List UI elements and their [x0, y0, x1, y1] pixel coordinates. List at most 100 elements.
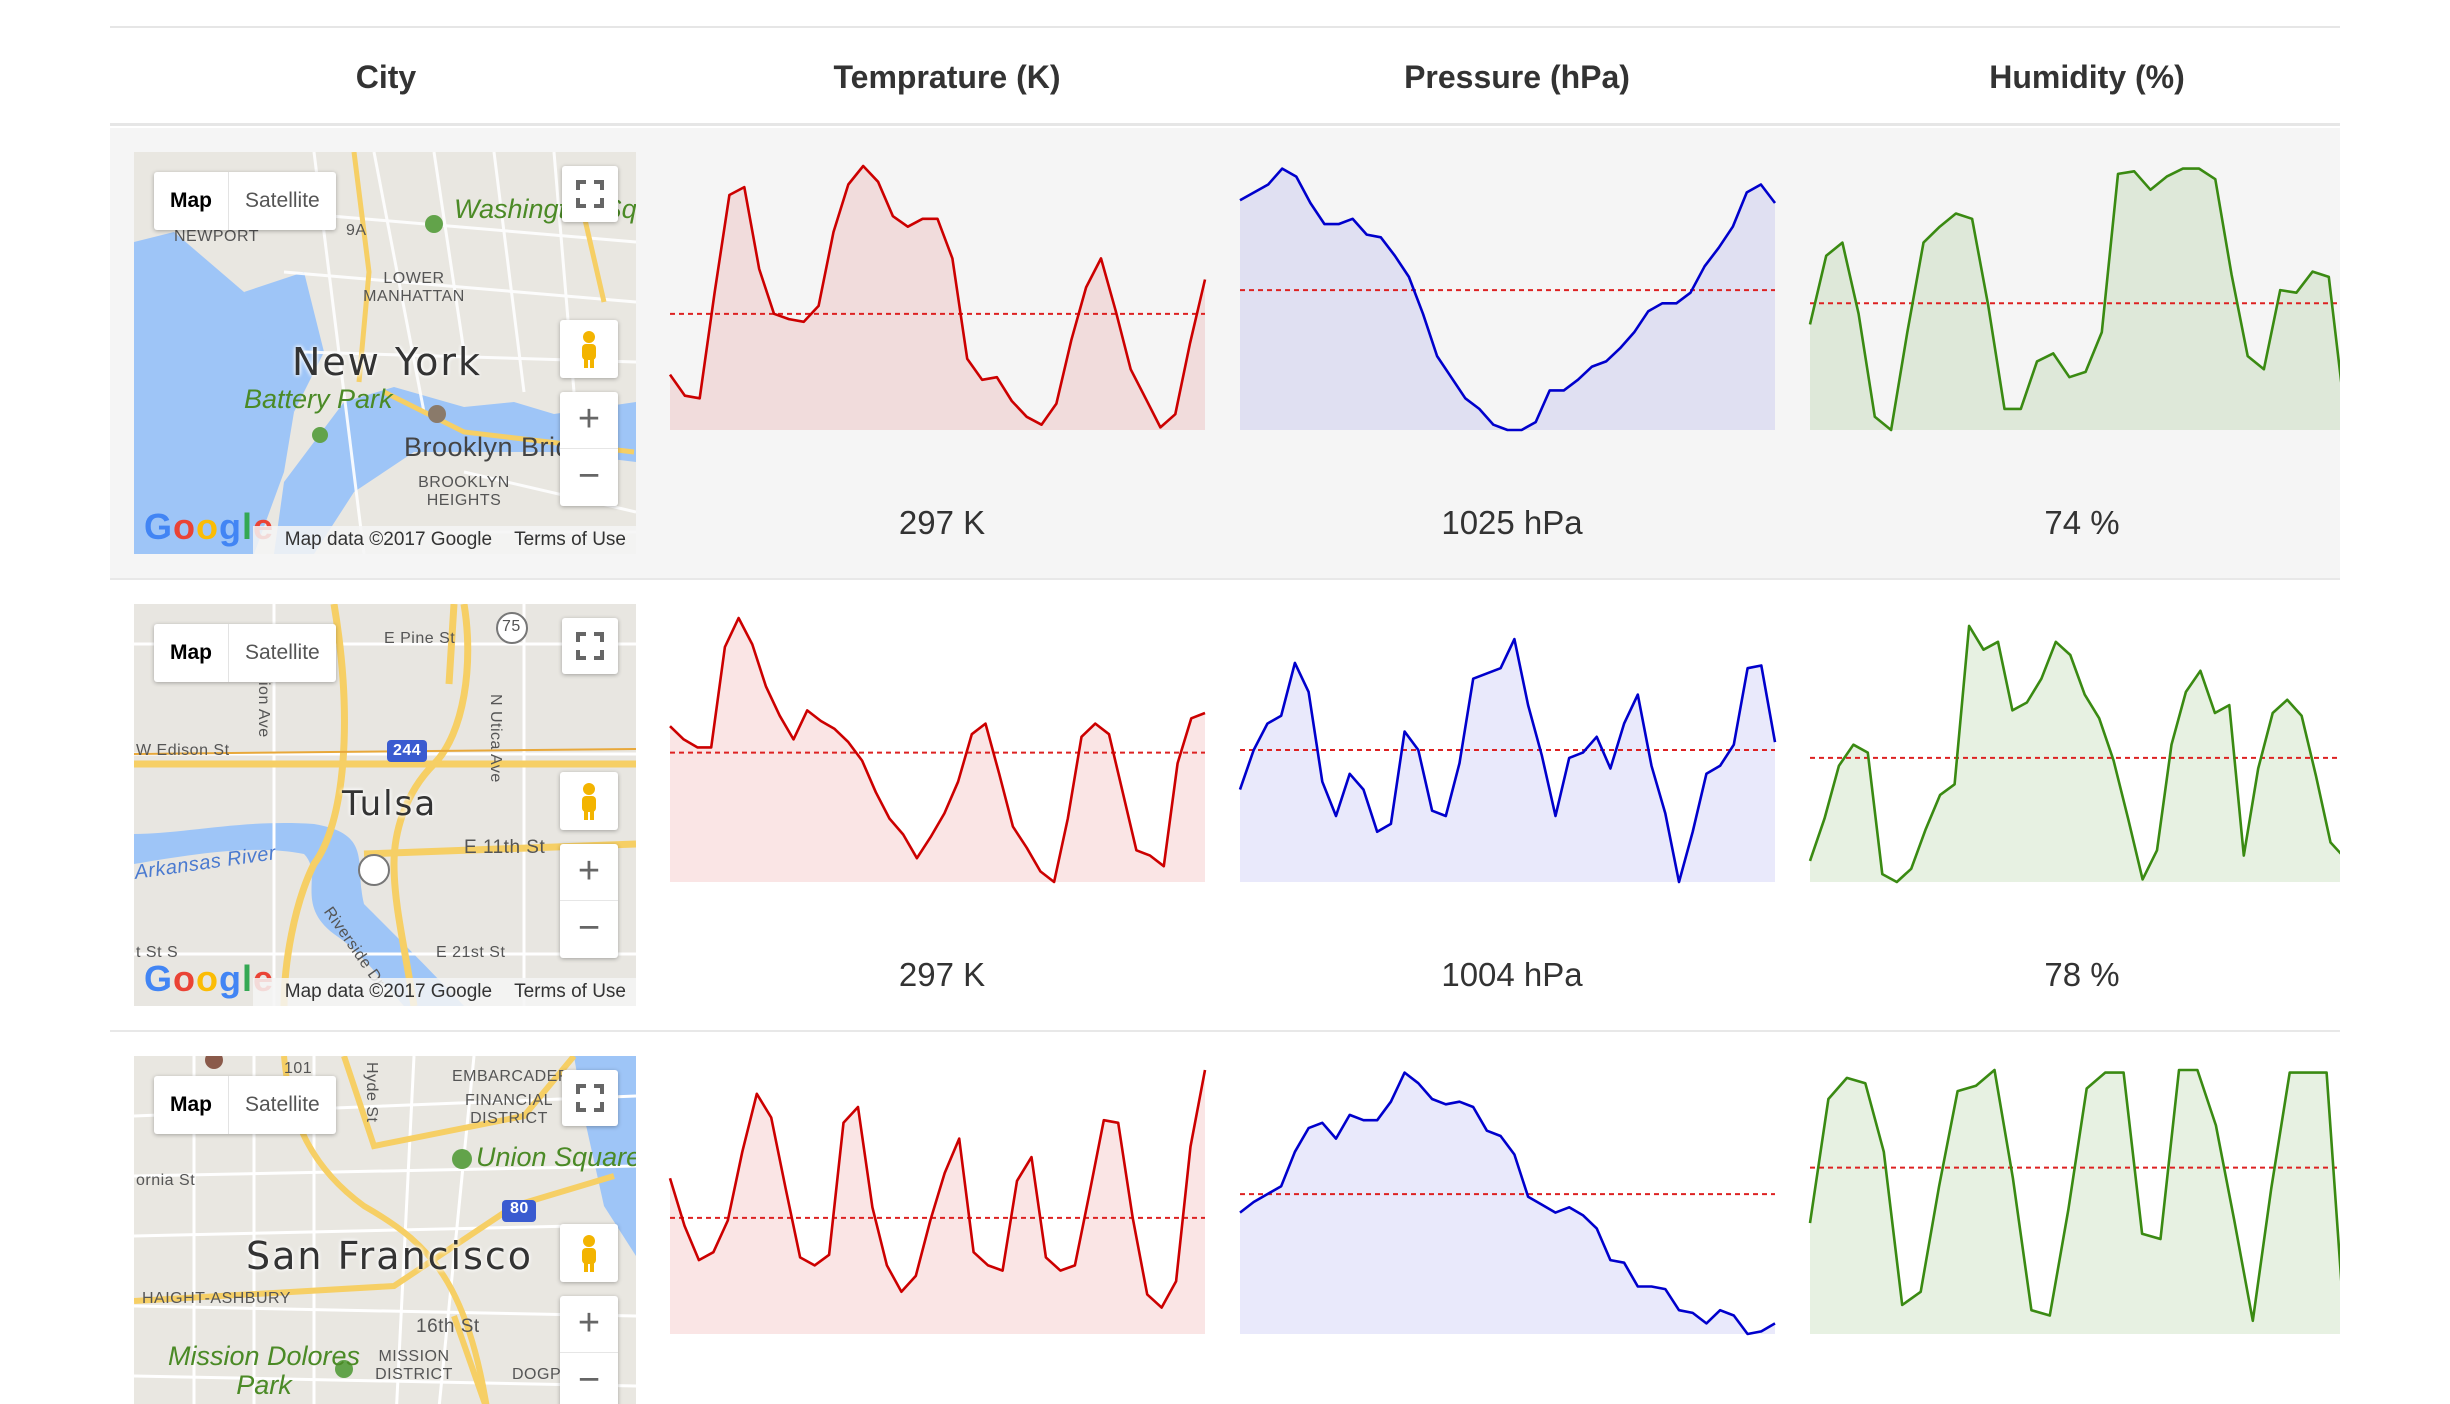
- map-type-satellite-button[interactable]: Satellite: [245, 641, 320, 664]
- sparkline-series-line: [1239, 167, 1777, 432]
- map-label-mission-dolores-park: Mission Dolores Park: [167, 1341, 361, 1400]
- map-type-satellite-button[interactable]: Satellite: [245, 189, 320, 212]
- map-label-dogpatch: DOGP: [512, 1366, 562, 1383]
- map-tiles[interactable]: [134, 1056, 636, 1404]
- street-view-pegman-button[interactable]: [560, 320, 618, 378]
- city-map[interactable]: E Pine St 75 N Utica Ave W Edison St 244…: [134, 604, 636, 1006]
- humidity-sparkline: [1808, 167, 2340, 432]
- map-label-i-80: 80: [510, 1200, 529, 1217]
- map-label-16th-st: 16th St: [416, 1316, 480, 1337]
- humidity-value: 78 %: [2044, 956, 2120, 993]
- map-label-n-utica-ave: N Utica Ave: [487, 694, 504, 783]
- map-label-e-21st-st: E 21st St: [436, 944, 506, 961]
- temperature-sparkline: [668, 164, 1207, 430]
- map-type-map-button[interactable]: Map: [154, 1076, 229, 1134]
- fullscreen-button[interactable]: [562, 618, 618, 674]
- humidity-sparkline: [1808, 624, 2340, 884]
- sparkline-area: [1810, 168, 2340, 430]
- map-type-satellite-button[interactable]: Satellite: [245, 1093, 320, 1116]
- map-label-union-square: Union Square: [476, 1142, 636, 1172]
- map-label-st-s: t St S: [136, 944, 179, 961]
- sparkline-area: [670, 166, 1205, 430]
- header-temperature: Temprature (K): [833, 59, 1061, 95]
- temperature-sparkline: [669, 616, 1206, 884]
- map-city-label: San Francisco: [246, 1234, 534, 1278]
- map-tiles[interactable]: [134, 152, 636, 554]
- temperature-sparkline: [668, 1069, 1207, 1334]
- pressure-value: 1004 hPa: [1441, 956, 1583, 993]
- sparkline-series-line: [668, 1069, 1207, 1309]
- city-map[interactable]: Washington Square Park NEWPORT 9A LOWER …: [134, 152, 636, 554]
- map-label-us-75: 75: [502, 618, 521, 635]
- map-type-map-button[interactable]: Map: [154, 624, 229, 682]
- pressure-cell: 1004 hPa: [1232, 580, 1792, 1032]
- zoom-control[interactable]: + −: [560, 1296, 618, 1404]
- map-label-embarcadero: EMBARCADERO: [452, 1068, 583, 1085]
- map-label-mission-district: MISSION DISTRICT: [375, 1348, 453, 1383]
- header-city: City: [355, 59, 417, 95]
- table-row: E Pine St 75 N Utica Ave W Edison St 244…: [110, 580, 2340, 1032]
- humidity-cell: 78 %: [1802, 580, 2340, 1032]
- map-data-attribution: Map data ©2017 Google: [284, 529, 493, 550]
- map-city-label: Tulsa: [342, 784, 438, 824]
- terms-of-use-link[interactable]: Terms of Use: [514, 981, 626, 1002]
- fullscreen-button[interactable]: [562, 1070, 618, 1126]
- map-label-lower-manhattan: LOWER MANHATTAN: [363, 270, 465, 305]
- map-label-e-11th-st: E 11th St: [464, 837, 546, 858]
- sparkline-area: [1810, 1070, 2340, 1334]
- temperature-cell: 297 K: [662, 128, 1222, 580]
- map-label-i-244: 244: [393, 742, 422, 759]
- temperature-cell: [662, 1032, 1222, 1404]
- weather-table: City Temprature (K) Pressure (hPa) Humid…: [110, 0, 2340, 1404]
- header-humidity: Humidity (%): [1989, 59, 2185, 95]
- fullscreen-button[interactable]: [562, 166, 618, 222]
- map-city-label: New York: [292, 340, 483, 384]
- zoom-in-button[interactable]: +: [560, 392, 618, 449]
- map-label-california-st: ornia St: [136, 1172, 196, 1189]
- street-view-pegman-button[interactable]: [560, 1224, 618, 1282]
- zoom-out-button[interactable]: −: [577, 1359, 601, 1401]
- sparkline-area: [1240, 168, 1775, 430]
- pegman-icon: [582, 1235, 596, 1272]
- sparkline-series-line: [1808, 624, 2340, 884]
- map-type-control[interactable]: Map Satellite: [154, 172, 336, 230]
- temperature-value: 297 K: [898, 504, 986, 541]
- table-header: City Temprature (K) Pressure (hPa) Humid…: [110, 28, 2340, 126]
- zoom-in-button[interactable]: +: [560, 844, 618, 901]
- humidity-cell: 74 %: [1802, 128, 2340, 580]
- header-pressure: Pressure (hPa): [1404, 59, 1630, 95]
- sparkline-area: [670, 618, 1205, 882]
- zoom-control[interactable]: + −: [560, 392, 618, 506]
- sparkline-series-line: [669, 616, 1206, 884]
- terms-of-use-link[interactable]: Terms of Use: [514, 529, 626, 550]
- street-view-pegman-button[interactable]: [560, 772, 618, 830]
- sparkline-area: [670, 1070, 1205, 1334]
- sparkline-series-line: [1808, 1068, 2340, 1323]
- map-label-newport: NEWPORT: [174, 228, 259, 245]
- city-map[interactable]: 101 EMBARCADERO FINANCIAL DISTRICT Hyde …: [134, 1056, 636, 1404]
- pressure-cell: 1025 hPa: [1232, 128, 1792, 580]
- map-type-control[interactable]: Map Satellite: [154, 1076, 336, 1134]
- humidity-value: 74 %: [2044, 504, 2120, 541]
- map-data-attribution: Map data ©2017 Google: [284, 981, 493, 1002]
- sparkline-series-line: [668, 164, 1207, 429]
- map-label-route-9a: 9A: [346, 222, 367, 239]
- pressure-sparkline: [1239, 167, 1777, 432]
- sparkline-series-line: [1238, 637, 1777, 884]
- zoom-out-button[interactable]: −: [577, 455, 601, 497]
- map-type-map-button[interactable]: Map: [154, 172, 229, 230]
- table-row: 101 EMBARCADERO FINANCIAL DISTRICT Hyde …: [110, 1032, 2340, 1404]
- zoom-in-button[interactable]: +: [560, 1296, 618, 1353]
- pressure-cell: [1232, 1032, 1792, 1404]
- zoom-out-button[interactable]: −: [577, 907, 601, 949]
- zoom-control[interactable]: + −: [560, 844, 618, 958]
- humidity-cell: [1802, 1032, 2340, 1404]
- map-label-w-edison-st: W Edison St: [136, 742, 230, 759]
- map-label-hyde-st: Hyde St: [363, 1062, 380, 1123]
- sparkline-area: [1810, 625, 2340, 882]
- map-label-financial-district: FINANCIAL DISTRICT: [464, 1092, 554, 1127]
- map-type-control[interactable]: Map Satellite: [154, 624, 336, 682]
- google-logo[interactable]: Google: [144, 958, 273, 999]
- humidity-sparkline: [1808, 1068, 2340, 1334]
- pressure-sparkline: [1238, 637, 1777, 884]
